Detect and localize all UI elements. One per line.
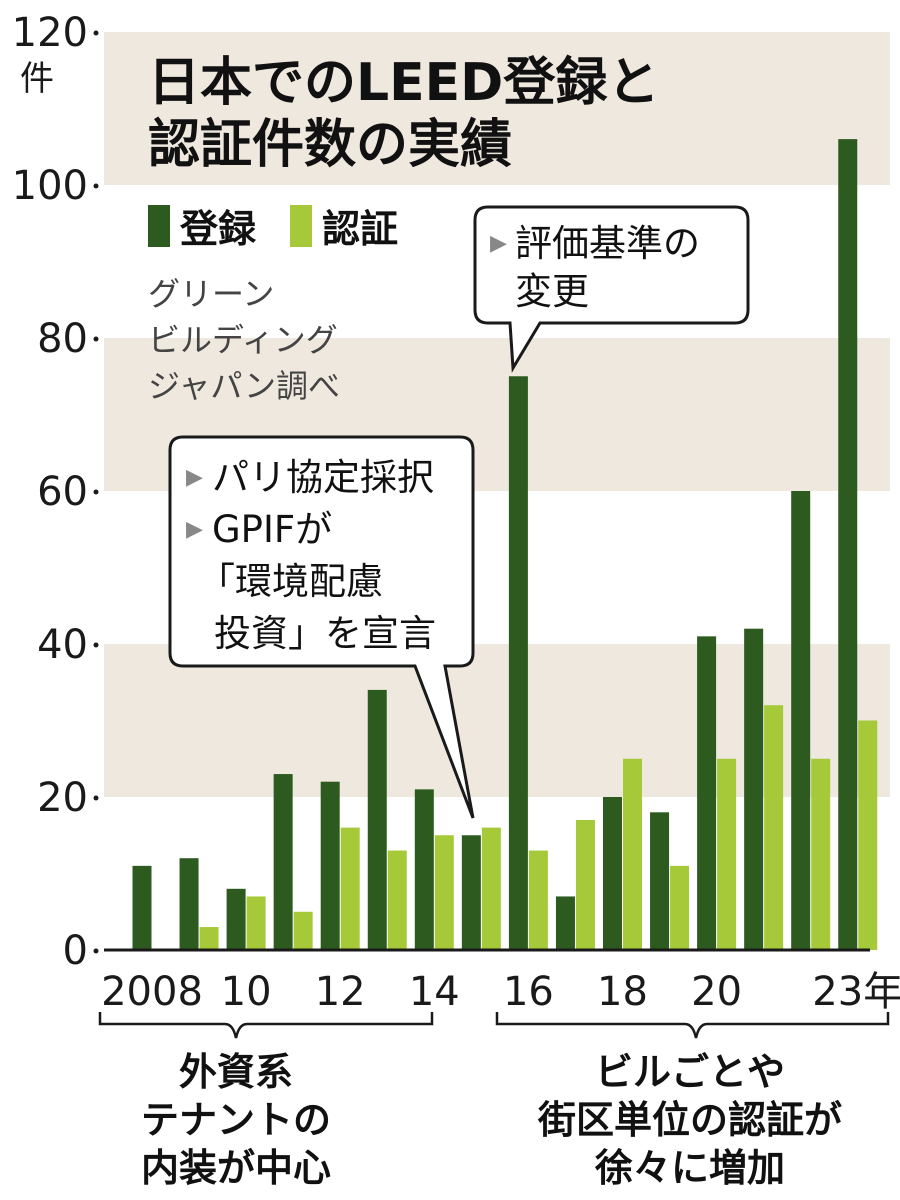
bar-registration-2015 <box>461 835 481 950</box>
x-tick-label: 2008 <box>101 969 203 1015</box>
y-tick-labels: 0 20 40 60 80 100 120 <box>12 10 99 974</box>
y-tick-dot <box>93 336 99 342</box>
x-tick-label: 12 <box>315 969 366 1015</box>
bar-registration-2008 <box>132 865 152 950</box>
y-tick-label: 80 <box>37 316 88 362</box>
bar-registration-2023 <box>838 139 858 951</box>
bar-registration-2021 <box>744 628 764 950</box>
bar-certification-2019 <box>670 865 690 950</box>
bar-registration-2019 <box>650 812 670 950</box>
bar-registration-2017 <box>555 896 575 950</box>
grid-band <box>104 32 890 185</box>
y-tick-dot <box>93 948 99 954</box>
x-tick-label: 23年 <box>812 969 900 1015</box>
legend-swatch-certification <box>290 205 312 247</box>
bar-certification-2014 <box>434 835 454 950</box>
bar-certification-2021 <box>764 705 784 950</box>
bar-registration-2016 <box>508 376 528 950</box>
bar-certification-2009 <box>199 927 219 950</box>
period-note-left-line-2: テナントの <box>141 1098 331 1142</box>
callout-criteria-change: ▶ 評価基準の 変更 <box>473 205 750 373</box>
bar-registration-2014 <box>414 789 434 950</box>
bar-certification-2013 <box>387 850 407 950</box>
period-note-right-line-3: 徐々に増加 <box>594 1146 785 1190</box>
legend-swatch-registration <box>148 205 170 247</box>
bar-certification-2020 <box>717 758 737 950</box>
callout2-line-1: 評価基準の <box>515 222 700 265</box>
bullet-triangle-icon: ▶ <box>186 465 203 490</box>
period-note-left-line-1: 外資系 <box>179 1050 293 1094</box>
period-note-right-line-2: 街区単位の認証が <box>537 1098 842 1142</box>
bar-registration-2009 <box>179 858 199 950</box>
y-tick-dot <box>93 642 99 648</box>
bar-certification-2018 <box>623 758 642 950</box>
bar-group <box>132 139 878 951</box>
y-tick-dot <box>93 489 99 495</box>
y-tick-dot <box>93 30 99 36</box>
legend-label-certification: 認証 <box>322 207 398 251</box>
y-tick-dot <box>93 795 99 801</box>
x-tick-labels: 2008 10 12 14 16 18 20 23年 <box>101 969 900 1015</box>
callout-line-4: 投資」を宣言 <box>214 612 436 655</box>
x-tick-label: 20 <box>691 969 742 1015</box>
callout-line-2: GPIFが <box>212 508 332 551</box>
period-brace-left <box>98 1012 434 1039</box>
bar-registration-2013 <box>367 689 387 950</box>
chart-title-line-1: 日本でのLEED登録と <box>148 53 659 113</box>
bar-registration-2012 <box>320 781 340 950</box>
y-tick-label: 120 <box>12 10 88 56</box>
bar-certification-2022 <box>811 758 831 950</box>
bar-certification-2011 <box>293 911 313 950</box>
y-tick-label: 20 <box>37 775 88 821</box>
bar-certification-2023 <box>858 720 878 950</box>
y-axis-unit: 件 <box>20 59 54 99</box>
y-tick-label: 40 <box>37 622 88 668</box>
bullet-triangle-icon: ▶ <box>490 231 507 256</box>
x-tick-label: 14 <box>409 969 460 1015</box>
y-tick-label: 100 <box>12 163 88 209</box>
y-tick-dot <box>93 183 99 189</box>
legend-label-registration: 登録 <box>179 207 257 251</box>
bar-certification-2012 <box>340 827 360 950</box>
callout2-line-2: 変更 <box>515 270 589 313</box>
bar-certification-2010 <box>246 896 266 950</box>
chart-title-line-2: 認証件数の実績 <box>148 115 512 175</box>
period-brace-right <box>495 1012 890 1039</box>
source-line-1: グリーン <box>148 275 274 313</box>
bar-registration-2010 <box>226 888 246 950</box>
bar-certification-2015 <box>481 827 501 950</box>
bar-registration-2011 <box>273 774 293 950</box>
x-tick-label: 10 <box>221 969 272 1015</box>
bar-registration-2022 <box>791 491 811 950</box>
period-note-right-line-1: ビルごとや <box>595 1050 785 1094</box>
x-tick-label: 16 <box>503 969 554 1015</box>
bar-certification-2016 <box>528 850 548 950</box>
bullet-triangle-icon: ▶ <box>186 517 203 542</box>
y-tick-label: 0 <box>63 928 88 974</box>
y-tick-label: 60 <box>37 469 88 515</box>
source-line-2: ビルディング <box>148 321 338 359</box>
period-note-left-line-3: 内装が中心 <box>141 1146 331 1190</box>
callout-paris-gpif: ▶ パリ協定採択 ▶ GPIFが 「環境配慮 投資」を宣言 <box>168 435 475 819</box>
source-line-3: ジャパン調べ <box>148 367 340 405</box>
bar-certification-2017 <box>575 819 595 950</box>
bar-registration-2018 <box>603 797 622 950</box>
bar-registration-2020 <box>697 636 717 950</box>
callout-line-1: パリ協定採択 <box>212 456 434 499</box>
callout-line-3: 「環境配慮 <box>198 560 383 603</box>
x-tick-label: 18 <box>597 969 648 1015</box>
